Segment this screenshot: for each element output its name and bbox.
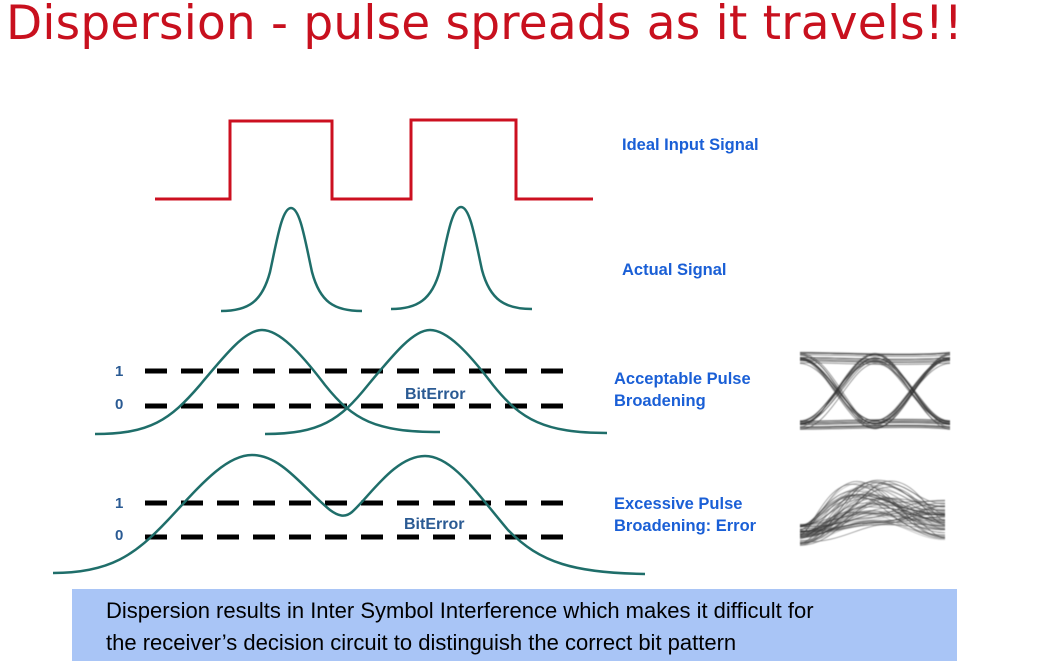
actual-signal-label: Actual Signal	[622, 261, 727, 279]
eye-trace	[799, 359, 951, 430]
eye-trace	[799, 482, 946, 539]
eye-trace	[799, 356, 951, 360]
eye-trace	[799, 360, 951, 424]
level-one-label: 1	[115, 363, 124, 380]
eye-trace	[799, 524, 946, 544]
eye-trace	[799, 357, 951, 422]
actual-pulse-2	[390, 205, 533, 311]
eye-trace	[799, 494, 946, 528]
ideal-square-wave	[155, 118, 593, 201]
excessive-broadening-label-line2: Broadening: Error	[614, 517, 757, 535]
eye-trace	[799, 498, 946, 534]
eye-trace	[799, 358, 951, 422]
caption-box: Dispersion results in Inter Symbol Inter…	[72, 589, 957, 661]
bit-error-label: BitError	[404, 516, 465, 533]
excessive-section	[52, 453, 646, 576]
slide-title: Dispersion - pulse spreads as it travels…	[6, 0, 963, 51]
caption-line-2: the receiver’s decision circuit to disti…	[106, 630, 737, 655]
excessive-pulse-combined	[52, 453, 646, 576]
level-zero-label: 0	[115, 396, 124, 413]
level-one-label: 1	[115, 495, 124, 512]
eye-trace	[799, 483, 946, 536]
eye-diagram-closed	[799, 470, 946, 550]
eye-trace	[799, 352, 951, 356]
eye-trace	[799, 495, 946, 527]
acceptable-section	[94, 328, 608, 436]
eye-trace	[799, 426, 951, 429]
bit-error-label: BitError	[405, 386, 466, 403]
excessive-broadening-label-line1: Excessive Pulse	[614, 495, 743, 513]
eye-trace	[799, 479, 946, 535]
eye-trace	[799, 493, 946, 528]
acceptable-broadening-label-line2: Broadening	[614, 392, 706, 410]
ideal-signal-label: Ideal Input Signal	[622, 136, 759, 154]
eye-trace	[799, 363, 951, 430]
eye-trace	[799, 520, 946, 542]
eye-trace	[799, 354, 951, 358]
acceptable-pulse-2	[264, 328, 608, 436]
eye-trace	[799, 521, 946, 542]
eye-trace	[799, 424, 951, 428]
eye-trace	[799, 503, 946, 539]
eye-trace	[799, 481, 946, 537]
acceptable-broadening-label-line1: Acceptable Pulse	[614, 370, 751, 388]
eye-trace	[799, 420, 951, 424]
eye-diagram-open	[799, 348, 951, 432]
actual-pulse-1	[220, 206, 363, 313]
caption-line-1: Dispersion results in Inter Symbol Inter…	[106, 598, 814, 623]
acceptable-pulse-1	[94, 328, 441, 436]
level-zero-label: 0	[115, 527, 124, 544]
eye-trace	[799, 509, 946, 540]
eye-trace	[799, 352, 951, 426]
